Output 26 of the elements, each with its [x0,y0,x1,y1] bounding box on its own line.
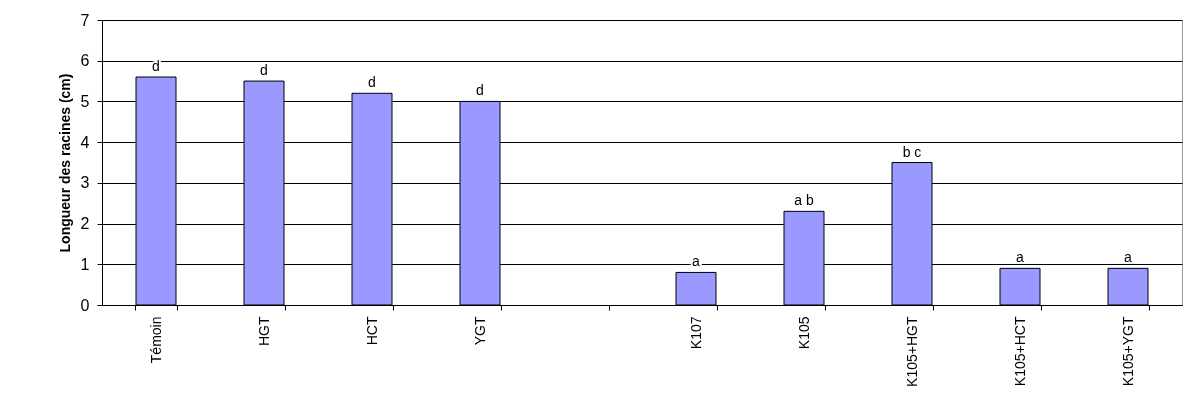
x-tick-label: K107 [687,316,704,350]
x-tick-label: K105+HCT [1011,316,1028,387]
data-label: a [1124,249,1133,266]
y-tick-label: 5 [80,92,90,110]
y-tick-label: 7 [80,11,90,29]
y-tick-label: 3 [80,174,90,192]
data-label: b c [902,143,922,160]
y-axis-title: Longueur des racines (cm) [56,73,73,253]
y-tick-label: 1 [80,255,90,273]
y-tick-label: 2 [80,215,90,233]
data-label: d [152,58,160,74]
x-tick-label: HCT [363,316,380,346]
y-tick-label: 0 [80,296,90,314]
x-tick-label: K105+HGT [903,316,920,387]
data-label: d [260,62,268,79]
x-tick-label: YGT [471,316,488,346]
x-tick-label: Témoin [147,316,164,364]
data-label: d [368,74,376,91]
x-tick-label: K105 [795,316,812,350]
y-tick-label: 6 [80,52,90,70]
y-tick-label: 4 [80,133,90,151]
data-label: a [1016,249,1025,266]
x-tick-label: HGT [255,316,272,347]
data-label: a b [794,192,814,209]
x-tick-label: K105+YGT [1119,316,1136,387]
data-label: d [476,82,484,99]
